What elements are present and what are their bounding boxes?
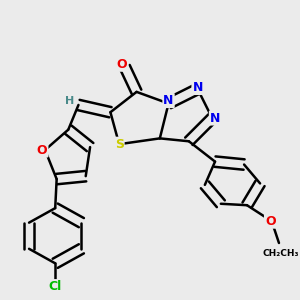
Text: N: N <box>210 112 220 124</box>
Text: H: H <box>65 96 74 106</box>
Text: O: O <box>265 215 276 228</box>
Text: Cl: Cl <box>49 280 62 293</box>
Text: S: S <box>115 138 124 151</box>
Text: N: N <box>164 94 174 107</box>
Text: CH₂CH₃: CH₂CH₃ <box>262 249 299 258</box>
Text: O: O <box>117 58 128 71</box>
Text: O: O <box>37 143 47 157</box>
Text: N: N <box>192 81 203 94</box>
